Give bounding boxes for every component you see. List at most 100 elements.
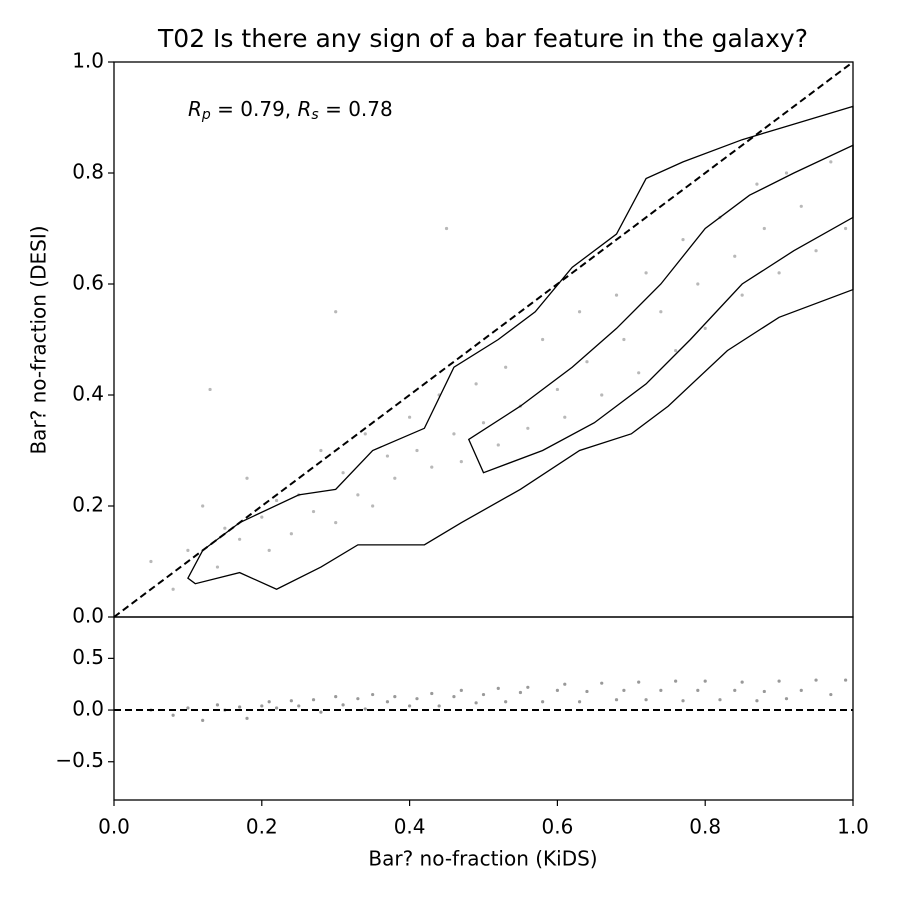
scatter-point xyxy=(408,415,412,419)
annotation-part: R xyxy=(298,97,312,121)
scatter-point xyxy=(289,532,293,536)
scatter-point xyxy=(637,680,641,684)
scatter-point xyxy=(622,688,626,693)
scatter-point xyxy=(762,226,766,231)
scatter-point xyxy=(585,360,589,364)
x-tick-label: 0.4 xyxy=(394,815,426,839)
scatter-point xyxy=(555,387,560,392)
scatter-point xyxy=(674,349,678,353)
scatter-point xyxy=(733,254,737,258)
scatter-point xyxy=(644,271,648,275)
scatter-point xyxy=(356,493,360,497)
scatter-point xyxy=(415,697,419,701)
scatter-point xyxy=(740,293,744,297)
scatter-point xyxy=(444,226,449,231)
scatter-point xyxy=(644,698,648,702)
scatter-point xyxy=(393,695,397,699)
scatter-point xyxy=(311,509,316,514)
y-tick-label: 1.0 xyxy=(72,49,104,73)
scatter-point xyxy=(622,337,626,342)
scatter-point xyxy=(659,688,663,693)
axes-frame xyxy=(113,616,854,801)
scatter-point xyxy=(215,703,220,707)
scatter-point xyxy=(600,393,604,397)
scatter-point xyxy=(334,310,338,314)
scatter-point xyxy=(585,689,589,694)
scatter-point xyxy=(474,382,478,386)
annotation: Rp = 0.79, Rs = 0.78 xyxy=(188,97,393,124)
y-tick-label: 0.0 xyxy=(72,604,104,628)
scatter-point xyxy=(171,587,175,591)
scatter-point xyxy=(681,699,685,703)
y-tick-label: −0.5 xyxy=(55,748,104,772)
scatter-point xyxy=(696,282,700,286)
scatter-point xyxy=(518,690,523,695)
scatter-point xyxy=(149,559,153,564)
scatter-point xyxy=(784,697,789,701)
scatter-point xyxy=(496,686,500,690)
scatter-point xyxy=(363,432,367,436)
scatter-point xyxy=(844,226,848,231)
scatter-point xyxy=(526,685,530,689)
scatter-point xyxy=(829,692,833,697)
scatter-point xyxy=(260,704,264,708)
annotation-sub: p xyxy=(201,107,211,123)
scatter-point xyxy=(755,699,759,703)
contour xyxy=(467,144,854,474)
chart-title: T02 Is there any sign of a bar feature i… xyxy=(157,24,808,53)
scatter-point xyxy=(267,700,271,704)
scatter-point xyxy=(659,310,663,314)
y-tick-label: 0.8 xyxy=(72,160,104,184)
scatter-point xyxy=(430,465,434,469)
scatter-point xyxy=(356,697,360,701)
scatter-point xyxy=(238,537,242,541)
diagonal-line xyxy=(113,61,854,618)
scatter-point xyxy=(563,682,567,686)
scatter-point xyxy=(238,705,242,709)
scatter-point xyxy=(481,692,486,697)
x-tick-label: 0.0 xyxy=(98,815,130,839)
x-tick-label: 0.6 xyxy=(541,815,573,839)
scatter-point xyxy=(504,365,508,369)
scatter-point xyxy=(245,716,249,720)
scatter-point xyxy=(319,448,323,453)
contour xyxy=(187,105,854,590)
scatter-point xyxy=(437,704,441,708)
scatter-point xyxy=(289,699,293,703)
scatter-point xyxy=(504,700,508,704)
scatter-point xyxy=(430,691,434,696)
scatter-point xyxy=(614,698,619,702)
annotation-part: = 0.79, xyxy=(211,97,298,121)
scatter-point xyxy=(334,521,338,525)
scatter-point xyxy=(762,689,766,694)
scatter-point xyxy=(481,421,486,425)
scatter-point xyxy=(740,680,744,684)
scatter-point xyxy=(334,695,338,699)
scatter-point xyxy=(385,700,390,704)
scatter-point xyxy=(341,703,345,707)
scatter-point xyxy=(171,713,175,717)
scatter-point xyxy=(459,688,463,693)
x-tick-label: 0.2 xyxy=(246,815,278,839)
scatter-point xyxy=(718,698,722,702)
scatter-point xyxy=(201,718,205,722)
scatter-point xyxy=(541,337,545,342)
scatter-point xyxy=(297,704,301,708)
scatter-point xyxy=(415,448,419,453)
scatter-point xyxy=(799,204,803,208)
annotation-part: R xyxy=(188,97,202,121)
y-tick-label: 0.5 xyxy=(72,645,104,669)
scatter-point xyxy=(755,182,759,186)
scatter-point xyxy=(600,681,604,685)
scatter-point xyxy=(674,679,678,683)
scatter-point xyxy=(385,454,390,458)
scatter-point xyxy=(371,504,375,508)
scatter-point xyxy=(452,432,456,436)
scatter-point xyxy=(371,692,375,697)
scatter-point xyxy=(799,688,803,693)
scatter-point xyxy=(496,443,500,447)
scatter-point xyxy=(733,688,737,693)
scatter-point xyxy=(526,426,530,430)
scatter-point xyxy=(274,706,279,710)
